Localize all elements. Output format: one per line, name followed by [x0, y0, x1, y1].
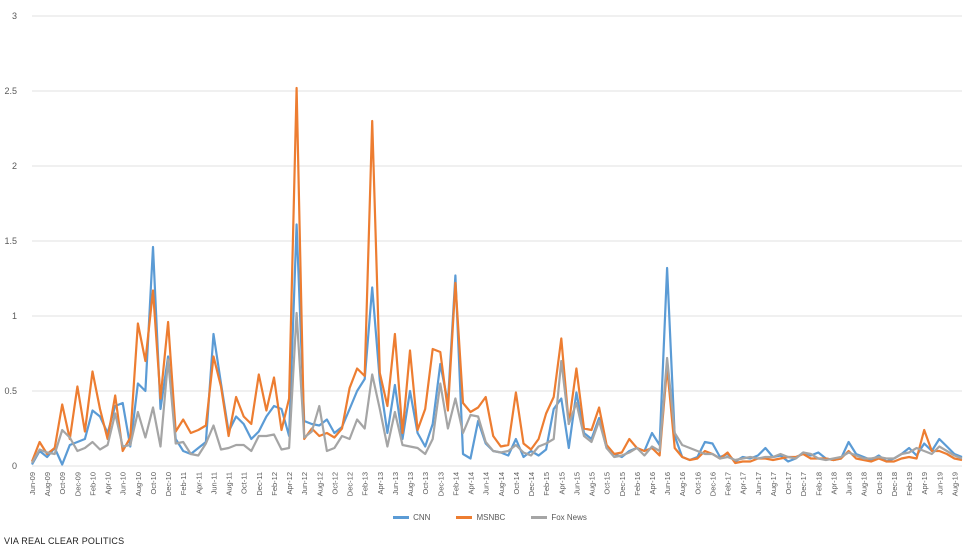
series-line-cnn [31, 223, 963, 466]
x-tick-label: Aug-13 [406, 472, 415, 496]
x-tick-label: Oct-12 [330, 472, 339, 495]
x-tick-label: Aug-12 [315, 472, 324, 496]
x-tick-label: Oct-09 [58, 472, 67, 495]
x-tick-label: Dec-16 [708, 472, 717, 496]
x-tick-label: Feb-15 [542, 472, 551, 496]
x-tick-label: Aug-15 [588, 472, 597, 496]
x-tick-label: Feb-14 [451, 472, 460, 496]
y-tick-label: 1 [12, 311, 17, 321]
x-tick-label: Dec-12 [346, 472, 355, 496]
x-tick-label: Oct-17 [784, 472, 793, 495]
x-tick-label: Apr-13 [376, 472, 385, 495]
x-tick-label: Jun-12 [300, 472, 309, 495]
x-tick-label: Feb-13 [361, 472, 370, 496]
x-tick-label: Dec-15 [618, 472, 627, 496]
x-tick-label: Apr-19 [920, 472, 929, 495]
series-line-msnbc [30, 86, 963, 465]
y-tick-label: 2 [12, 161, 17, 171]
y-axis: 0 0.5 1 1.5 2 2.5 3 [4, 11, 17, 471]
y-tick-label: 3 [12, 11, 17, 21]
gridlines [32, 15, 962, 467]
x-tick-label: Aug-14 [497, 472, 506, 496]
x-tick-label: Jun-17 [754, 472, 763, 495]
legend-swatch-msnbc [456, 516, 473, 519]
y-tick-label: 1.5 [4, 236, 17, 246]
x-tick-label: Apr-10 [104, 472, 113, 495]
x-tick-label: Aug-18 [860, 472, 869, 496]
x-tick-label: Apr-15 [557, 472, 566, 495]
x-tick-label: Apr-14 [467, 472, 476, 495]
x-tick-label: Jun-13 [391, 472, 400, 495]
x-tick-label: Jun-09 [28, 472, 37, 495]
x-tick-label: Dec-11 [255, 472, 264, 496]
x-tick-label: Feb-12 [270, 472, 279, 496]
x-tick-label: Apr-18 [829, 472, 838, 495]
x-tick-label: Oct-10 [149, 472, 158, 495]
legend-swatch-cnn [393, 516, 410, 519]
legend-label-msnbc: MSNBC [476, 513, 506, 522]
y-tick-label: 2.5 [4, 86, 17, 96]
x-tick-label: Feb-10 [88, 472, 97, 496]
series-line-fox-news [31, 311, 963, 464]
x-tick-label: Apr-16 [648, 472, 657, 495]
x-tick-label: Jun-11 [209, 472, 218, 494]
x-axis: Jun-09 Aug-09 Oct-09 Dec-09 Feb-10 Apr-10 Jun-… [28, 472, 959, 496]
x-tick-label: Oct-15 [603, 472, 612, 495]
x-tick-label: Jun-18 [845, 472, 854, 495]
x-tick-label: Jun-10 [119, 472, 128, 495]
legend-label-cnn: CNN [413, 513, 431, 522]
x-tick-label: Oct-16 [693, 472, 702, 495]
x-tick-label: Dec-09 [73, 472, 82, 496]
x-tick-label: Oct-14 [512, 472, 521, 495]
legend: CNN MSNBC Fox News [0, 513, 980, 522]
y-tick-label: 0.5 [4, 386, 17, 396]
x-tick-label: Jun-15 [572, 472, 581, 495]
x-tick-label: Apr-17 [739, 472, 748, 495]
y-tick-label: 0 [12, 461, 17, 471]
legend-item-msnbc: MSNBC [456, 513, 505, 522]
x-tick-label: Dec-13 [436, 472, 445, 496]
x-tick-label: Jun-16 [663, 472, 672, 495]
x-tick-label: Aug-19 [950, 472, 959, 496]
x-tick-label: Oct-18 [875, 472, 884, 495]
x-tick-label: Aug-16 [678, 472, 687, 496]
x-tick-label: Feb-19 [905, 472, 914, 496]
x-tick-label: Feb-18 [814, 472, 823, 496]
x-tick-label: Apr-12 [285, 472, 294, 495]
x-tick-label: Oct-11 [240, 472, 249, 494]
x-tick-label: Aug-17 [769, 472, 778, 496]
x-tick-label: Feb-16 [633, 472, 642, 496]
x-tick-label: Dec-14 [527, 472, 536, 496]
series-lines [30, 86, 963, 466]
x-tick-label: Jun-14 [482, 472, 491, 495]
legend-item-fox-news: Fox News [531, 513, 587, 522]
x-tick-label: Aug-10 [134, 472, 143, 496]
x-tick-label: Apr-11 [194, 472, 203, 494]
x-tick-label: Dec-17 [799, 472, 808, 496]
x-tick-label: Aug-09 [43, 472, 52, 496]
x-tick-label: Jun-19 [935, 472, 944, 495]
x-tick-label: Aug-11 [225, 472, 234, 496]
x-tick-label: Feb-17 [724, 472, 733, 496]
x-tick-label: Dec-18 [890, 472, 899, 496]
legend-swatch-fox-news [531, 516, 548, 519]
legend-label-fox-news: Fox News [551, 513, 587, 522]
x-tick-label: Dec-10 [164, 472, 173, 496]
source-credit: VIA REAL CLEAR POLITICS [4, 536, 125, 546]
legend-item-cnn: CNN [393, 513, 430, 522]
x-tick-label: Oct-13 [421, 472, 430, 495]
x-tick-label: Feb-11 [179, 472, 188, 495]
